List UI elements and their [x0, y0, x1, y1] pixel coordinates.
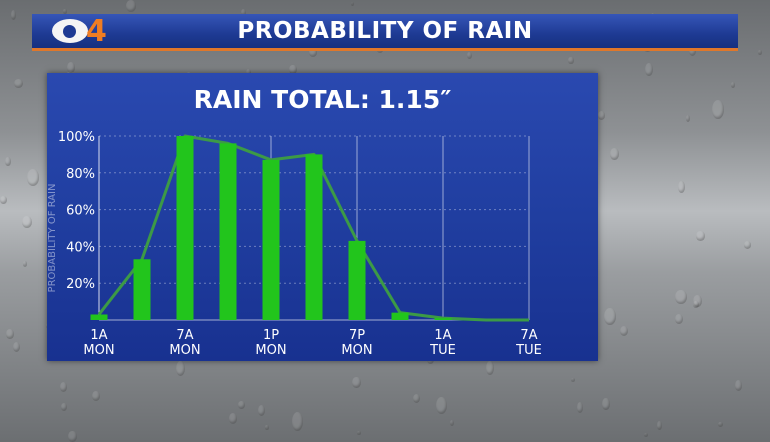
raindrop — [175, 361, 185, 377]
raindrop — [604, 307, 616, 325]
cbs4-logo: 4 — [52, 14, 122, 49]
raindrop — [693, 294, 703, 308]
raindrop — [571, 377, 576, 383]
raindrop — [26, 169, 39, 186]
y-axis-label: PROBABILITY OF RAIN — [47, 184, 58, 293]
raindrop — [292, 411, 304, 431]
raindrop — [735, 380, 742, 391]
raindrop — [258, 404, 266, 416]
rain-probability-bar — [176, 136, 194, 320]
x-tick-sublabel: MON — [341, 343, 372, 358]
raindrop — [436, 397, 447, 415]
raindrop — [10, 10, 17, 21]
y-tick-label: 40% — [66, 240, 95, 255]
raindrop — [576, 402, 584, 414]
raindrop — [92, 391, 100, 402]
raindrop — [60, 382, 68, 393]
raindrop — [677, 180, 685, 194]
rain-probability-bar — [305, 154, 323, 320]
raindrop — [467, 51, 473, 60]
raindrop — [485, 360, 494, 375]
x-tick-sublabel: MON — [255, 343, 286, 358]
logo-number: 4 — [86, 14, 107, 49]
x-tick-sublabel: MON — [169, 343, 200, 358]
rain-probability-bar — [262, 159, 280, 320]
rain-probability-bar — [348, 240, 366, 320]
cbs-eye-icon — [52, 19, 88, 43]
raindrop — [228, 412, 238, 424]
raindrop — [13, 79, 23, 89]
raindrop — [675, 314, 683, 325]
x-tick-label: 7P — [349, 328, 365, 343]
raindrop — [568, 57, 574, 64]
raindrop — [0, 195, 7, 205]
raindrop — [643, 432, 649, 438]
raindrop — [22, 216, 32, 229]
raindrop — [597, 111, 605, 120]
raindrop — [758, 49, 762, 56]
raindrop — [602, 397, 610, 410]
raindrop — [12, 341, 20, 353]
x-tick-label: 1A — [90, 328, 107, 343]
raindrop — [5, 156, 11, 167]
raindrop — [675, 289, 687, 304]
raindrop — [450, 419, 455, 427]
rain-probability-chart: 20%40%60%80%100%PROBABILITY OF RAIN1AMON… — [47, 130, 542, 358]
y-tick-label: 100% — [58, 130, 95, 145]
rain-probability-bar — [90, 314, 108, 320]
raindrop — [352, 376, 361, 389]
raindrop — [350, 1, 354, 6]
raindrop — [645, 63, 653, 77]
y-tick-label: 60% — [66, 204, 95, 219]
x-tick-sublabel: MON — [83, 343, 114, 358]
raindrop — [609, 148, 619, 160]
raindrop — [22, 261, 28, 267]
chart-panel: RAIN TOTAL: 1.15″ 20% 40% 60% 80% 100% PROBAB… — [47, 73, 598, 361]
raindrop — [413, 394, 420, 404]
raindrop — [238, 401, 245, 410]
rain-probability-bar — [133, 259, 151, 320]
chart-title: RAIN TOTAL: 1.15″ — [193, 85, 452, 114]
x-tick-sublabel: TUE — [515, 343, 542, 358]
raindrop — [711, 99, 724, 119]
rain-probability-bar — [391, 312, 409, 320]
rain-probability-bar — [219, 143, 237, 320]
raindrop — [619, 326, 628, 337]
raindrop — [744, 241, 752, 249]
y-tick-label: 20% — [66, 277, 95, 292]
raindrop — [265, 425, 269, 430]
x-tick-label: 1P — [263, 328, 279, 343]
raindrop — [6, 328, 14, 339]
rain-probability-bar — [434, 318, 452, 320]
raindrop — [66, 61, 76, 73]
header-bar: 4 PROBABILITY OF RAIN — [32, 14, 738, 51]
raindrop — [718, 421, 723, 427]
raindrop — [731, 82, 736, 88]
page-title: PROBABILITY OF RAIN — [237, 18, 533, 44]
raindrop — [693, 300, 699, 308]
y-tick-label: 80% — [66, 167, 95, 182]
raindrop — [656, 421, 663, 430]
raindrop — [357, 430, 361, 436]
raindrop — [696, 231, 705, 241]
x-tick-label: 7A — [176, 328, 193, 343]
raindrop — [685, 115, 690, 122]
raindrop — [125, 0, 137, 12]
x-tick-label: 1A — [434, 328, 451, 343]
probability-trend-line — [97, 134, 529, 322]
x-tick-label: 7A — [520, 328, 537, 343]
raindrop — [60, 402, 68, 411]
raindrop — [68, 430, 77, 442]
x-tick-sublabel: TUE — [429, 343, 456, 358]
